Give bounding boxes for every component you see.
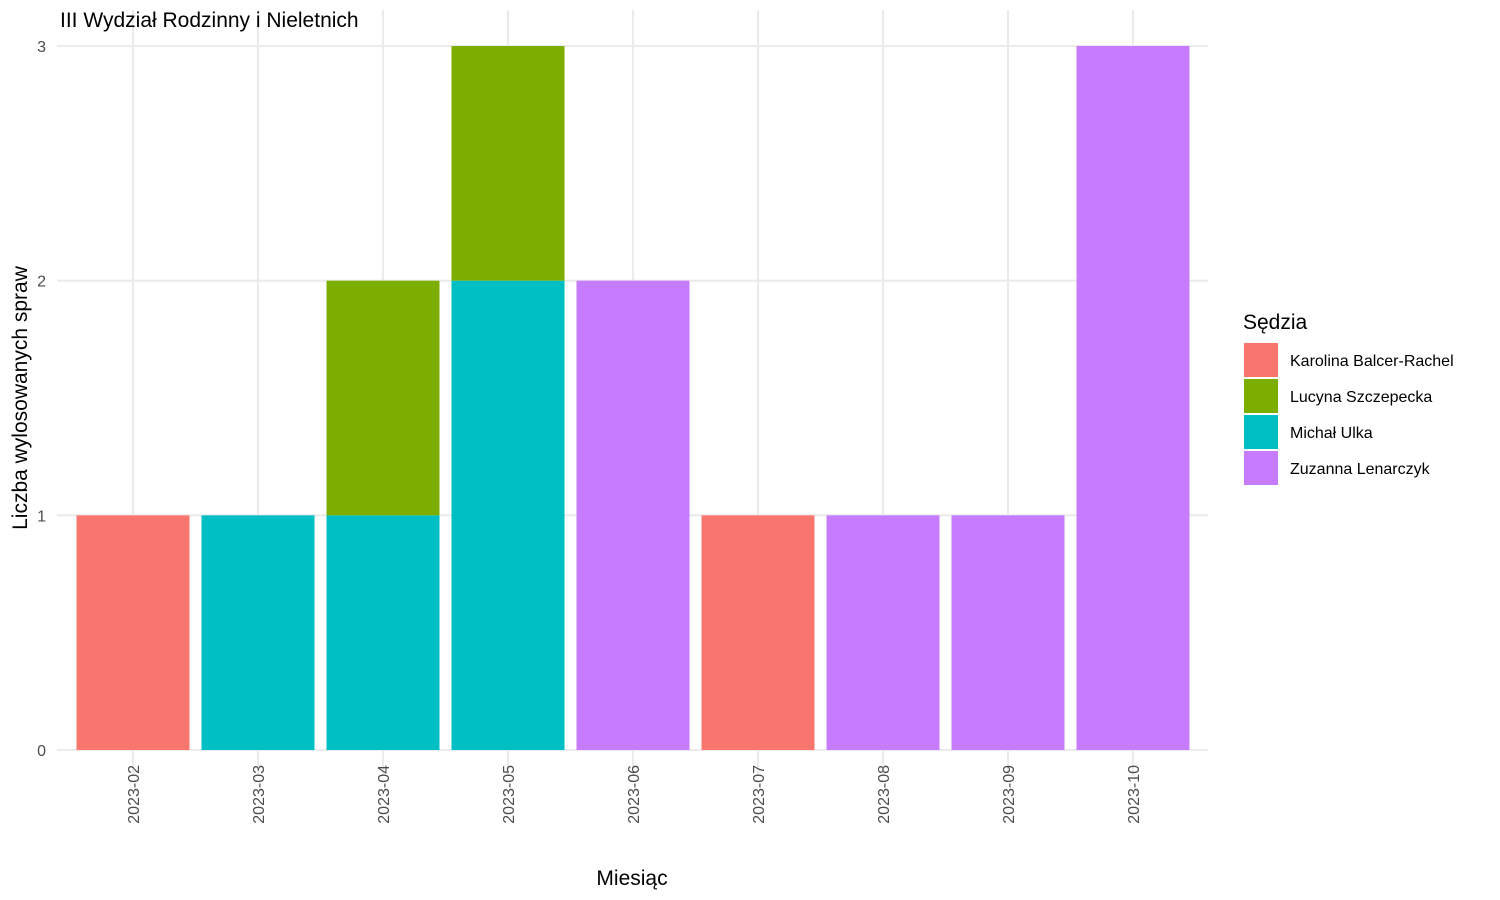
y-axis-title: Liczba wylosowanych spraw <box>9 265 32 530</box>
bar-segment <box>451 280 565 750</box>
bars <box>76 46 1190 750</box>
legend-key <box>1244 451 1278 485</box>
y-tick-label: 0 <box>37 743 46 760</box>
bar-segment <box>326 280 440 516</box>
legend: Sędzia Karolina Balcer-Rachel Lucyna Szcz… <box>1243 311 1454 485</box>
x-tick-label: 2023-02 <box>126 765 143 824</box>
bar-segment <box>326 515 440 750</box>
bar-segment <box>76 515 190 750</box>
x-tick-label: 2023-09 <box>1001 765 1018 824</box>
legend-label: Michał Ulka <box>1290 425 1373 442</box>
x-tick-label: 2023-07 <box>751 765 768 824</box>
x-tick-label: 2023-05 <box>501 765 518 824</box>
legend-label: Lucyna Szczepecka <box>1290 389 1432 406</box>
bar-segment <box>576 280 690 750</box>
x-tick-label: 2023-06 <box>626 765 643 824</box>
legend-label: Zuzanna Lenarczyk <box>1290 461 1431 478</box>
legend-key <box>1244 343 1278 377</box>
bar-segment <box>701 515 815 750</box>
x-tick-label: 2023-04 <box>376 765 393 824</box>
x-tick-label: 2023-10 <box>1126 765 1143 824</box>
legend-key <box>1244 379 1278 413</box>
y-tick-label: 1 <box>37 508 46 525</box>
legend-title: Sędzia <box>1243 311 1308 334</box>
legend-label: Karolina Balcer-Rachel <box>1290 353 1454 370</box>
bar-segment <box>451 46 565 281</box>
bar-segment <box>201 515 315 750</box>
legend-key <box>1244 415 1278 449</box>
y-axis-ticks: 0 1 2 3 <box>37 39 46 760</box>
bar-segment <box>951 515 1065 750</box>
x-tick-label: 2023-08 <box>876 765 893 824</box>
bar-segment <box>826 515 940 750</box>
x-axis-title: Miesiąc <box>596 867 667 890</box>
bar-segment <box>1076 46 1190 750</box>
chart-title: III Wydział Rodzinny i Nieletnich <box>60 9 359 32</box>
x-tick-label: 2023-03 <box>251 765 268 824</box>
x-axis-ticks: 2023-02 2023-03 2023-04 2023-05 2023-06 2023-… <box>126 765 1143 824</box>
y-tick-label: 3 <box>37 39 46 56</box>
y-tick-label: 2 <box>37 274 46 291</box>
